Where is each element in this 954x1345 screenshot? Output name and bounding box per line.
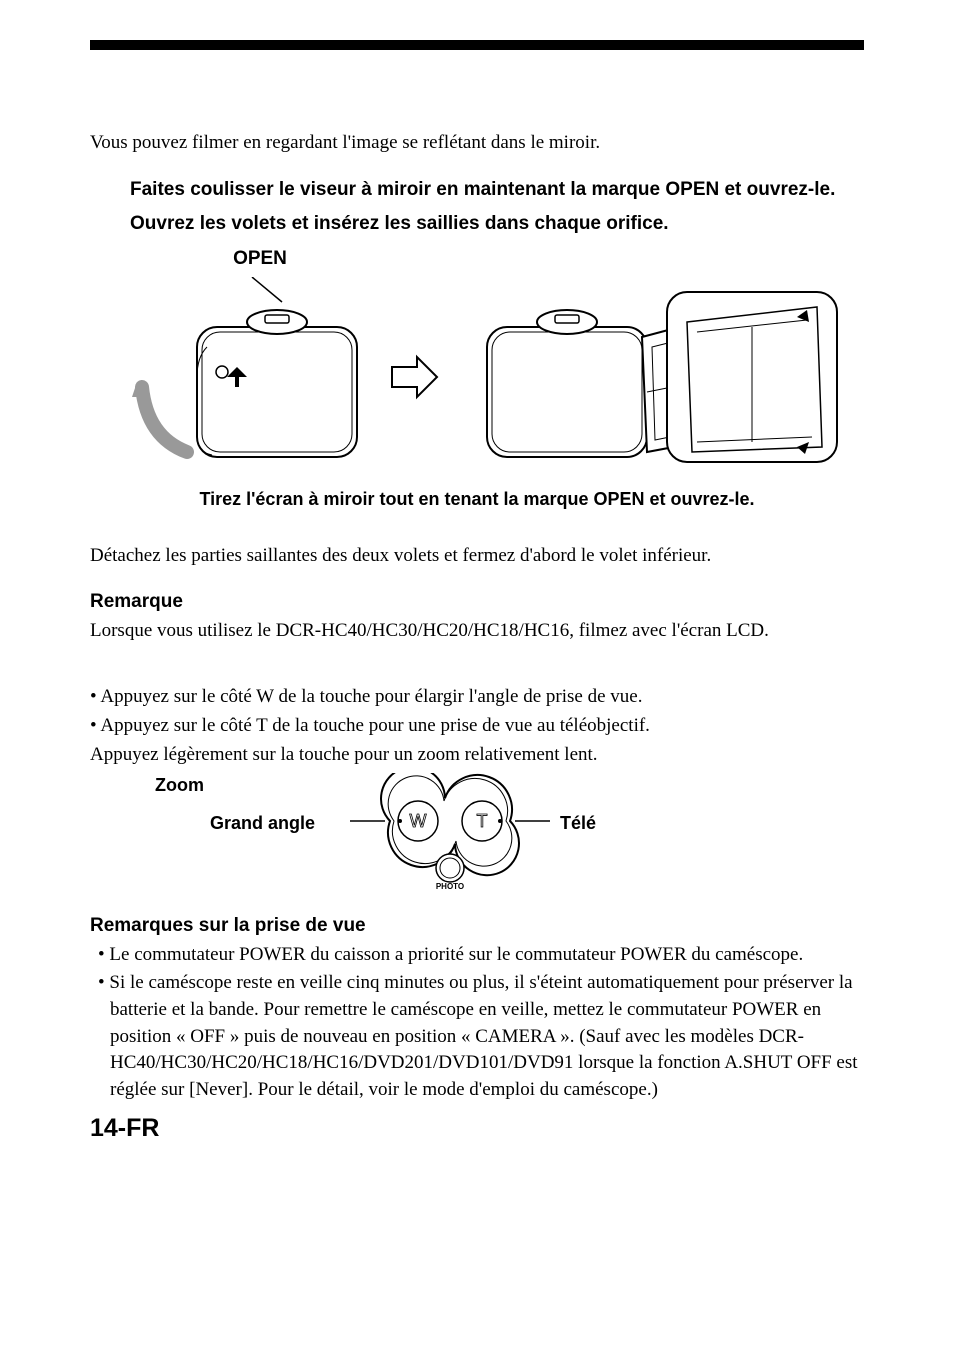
remark-item-2: • Si le caméscope reste en veille cinq m… xyxy=(90,970,864,1103)
step2: Ouvrez les volets et insérez les saillie… xyxy=(130,211,864,238)
detach-text: Détachez les parties saillantes des deux… xyxy=(90,543,864,570)
svg-text:W: W xyxy=(410,811,427,831)
svg-text:T: T xyxy=(477,811,488,831)
remarks-shooting-heading: Remarques sur la prise de vue xyxy=(90,913,864,940)
bullet-t: • Appuyez sur le côté T de la touche pou… xyxy=(90,713,864,740)
step1: Faites coulisser le viseur à miroir en m… xyxy=(130,177,864,204)
bullet-light: Appuyez légèrement sur la touche pour un… xyxy=(90,742,864,769)
zoom-diagram-block: Zoom Grand angle Télé W T PHOTO xyxy=(90,773,864,913)
camera-figure xyxy=(90,277,864,477)
svg-text:PHOTO: PHOTO xyxy=(436,882,464,891)
grand-angle-label: Grand angle xyxy=(210,811,315,836)
remark-heading: Remarque xyxy=(90,589,864,616)
remark-item-1: • Le commutateur POWER du caisson a prio… xyxy=(90,942,864,969)
bullet-w: • Appuyez sur le côté W de la touche pou… xyxy=(90,684,864,711)
zoom-control-svg: W T PHOTO xyxy=(350,773,550,893)
tele-label: Télé xyxy=(560,811,596,836)
open-label: OPEN xyxy=(200,246,320,273)
remark-body: Lorsque vous utilisez le DCR-HC40/HC30/H… xyxy=(90,618,864,645)
figure-caption: Tirez l'écran à miroir tout en tenant la… xyxy=(90,487,864,512)
camera-diagram-svg xyxy=(107,277,847,477)
page-number: 14-FR xyxy=(90,1111,864,1146)
top-black-bar xyxy=(90,40,864,50)
zoom-title: Zoom xyxy=(155,773,204,798)
intro-text: Vous pouvez filmer en regardant l'image … xyxy=(90,130,864,157)
open-text: OPEN xyxy=(233,248,287,269)
